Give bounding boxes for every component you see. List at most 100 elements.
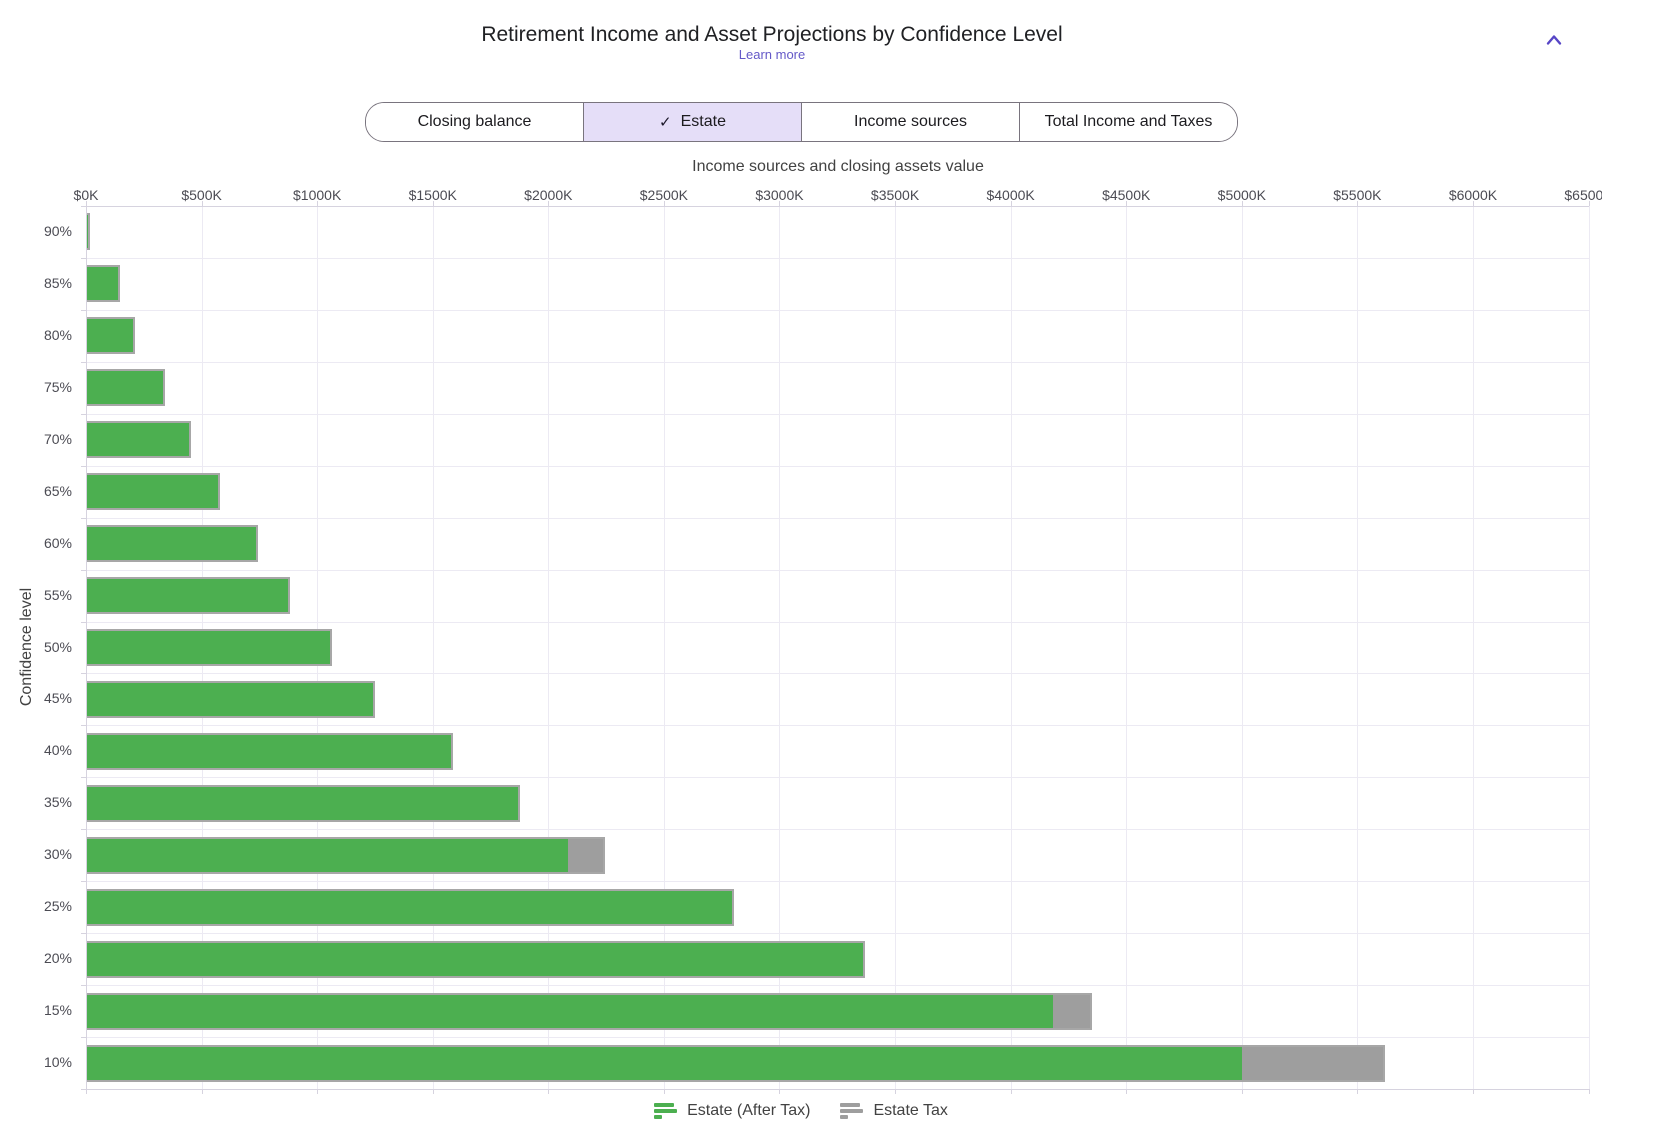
axis-tick-bottom	[1126, 1089, 1128, 1094]
estate-after-tax-segment[interactable]	[87, 1046, 1242, 1080]
estate-after-tax-segment[interactable]	[87, 942, 864, 976]
x-tick-label: $4500K	[1102, 187, 1151, 203]
axis-tick-top	[86, 201, 87, 206]
legend-icon-bar	[840, 1103, 861, 1107]
tab-label: Closing balance	[417, 113, 532, 130]
x-tick-label: $0K	[73, 187, 99, 203]
gridline-vertical	[1126, 206, 1128, 1089]
axis-tick-top	[1126, 201, 1128, 206]
axis-tick-top	[1588, 201, 1590, 206]
bar-row-10%[interactable]	[87, 1044, 1386, 1082]
bar-row-45%[interactable]	[87, 680, 376, 718]
axis-tick-top	[895, 201, 897, 206]
bar-row-75%[interactable]	[87, 369, 166, 407]
axis-tick-left	[81, 569, 86, 571]
axis-tick-bottom	[86, 1089, 87, 1094]
axis-tick-left	[81, 517, 86, 519]
bar-row-60%[interactable]	[87, 525, 259, 563]
gridline-horizontal	[86, 725, 1589, 727]
axis-tick-left	[81, 673, 86, 675]
estate-after-tax-segment[interactable]	[87, 734, 452, 768]
bar-row-25%[interactable]	[87, 888, 734, 926]
estate-after-tax-segment[interactable]	[87, 475, 219, 509]
y-tick-label: 15%	[43, 1002, 72, 1019]
bar-row-55%[interactable]	[87, 577, 291, 615]
x-tick-label: $1000K	[293, 187, 342, 203]
estate-after-tax-segment[interactable]	[87, 631, 330, 664]
axis-tick-left	[81, 725, 86, 727]
x-tick-label: $1500K	[408, 187, 457, 203]
estate-after-tax-segment[interactable]	[87, 371, 164, 405]
y-tick-label: 90%	[43, 223, 72, 239]
estate-tax-segment[interactable]	[1053, 994, 1091, 1028]
bar-row-65%[interactable]	[87, 473, 221, 511]
tab-income-sources[interactable]: Income sources	[801, 103, 1019, 141]
axis-tick-bottom	[548, 1089, 550, 1094]
bar-row-20%[interactable]	[87, 940, 866, 978]
y-tick-label: 70%	[43, 430, 72, 447]
axis-tick-left	[81, 1037, 86, 1039]
estate-after-tax-segment[interactable]	[87, 890, 732, 924]
gridline-vertical	[895, 206, 897, 1089]
gridline-vertical	[1241, 206, 1243, 1089]
tab-total-income-and-taxes[interactable]: Total Income and Taxes	[1019, 103, 1237, 141]
bar-row-30%[interactable]	[87, 836, 605, 874]
bar-series-icon	[840, 1103, 864, 1119]
axis-tick-bottom	[1472, 1089, 1474, 1094]
x-axis-line-top	[86, 206, 1589, 207]
tab-label: Estate	[680, 113, 726, 130]
y-tick-label: 50%	[43, 638, 72, 655]
plot-area	[81, 201, 1602, 1094]
axis-tick-bottom	[1588, 1089, 1590, 1094]
estate-after-tax-segment[interactable]	[87, 579, 289, 613]
axis-tick-top	[1241, 201, 1243, 206]
bar-row-85%[interactable]	[87, 265, 121, 303]
gridline-horizontal	[86, 361, 1589, 363]
gridline-vertical	[663, 206, 665, 1089]
bar-row-50%[interactable]	[87, 629, 332, 666]
estate-after-tax-segment[interactable]	[87, 527, 257, 561]
chart-legend: Estate (After Tax) Estate Tax	[0, 1095, 1602, 1127]
x-axis-title: Income sources and closing assets value	[692, 158, 984, 175]
bar-row-15%[interactable]	[87, 992, 1093, 1030]
estate-after-tax-segment[interactable]	[87, 994, 1054, 1028]
gridline-vertical	[1010, 206, 1012, 1089]
legend-item-estate-tax[interactable]: Estate Tax	[840, 1102, 948, 1120]
bar-row-40%[interactable]	[87, 732, 454, 770]
chevron-up-icon	[1546, 35, 1562, 45]
gridline-vertical	[432, 206, 434, 1089]
checkmark-icon: ✓	[659, 114, 672, 131]
y-tick-label: 45%	[43, 690, 72, 707]
bar-row-90%[interactable]	[87, 213, 91, 251]
estate-tax-segment[interactable]	[1241, 1046, 1384, 1080]
bar-row-35%[interactable]	[87, 784, 521, 822]
collapse-section-button[interactable]	[1541, 28, 1567, 52]
estate-after-tax-segment[interactable]	[87, 682, 374, 716]
estate-after-tax-segment[interactable]	[87, 319, 133, 353]
gridline-horizontal	[86, 673, 1589, 675]
x-tick-label: $6000K	[1448, 187, 1498, 203]
tab-closing-balance[interactable]: Closing balance	[366, 103, 583, 141]
axis-tick-left	[81, 985, 86, 987]
axis-tick-left	[81, 1089, 86, 1090]
bar-row-70%[interactable]	[87, 421, 191, 459]
gridline-horizontal	[86, 257, 1589, 259]
x-tick-label: $4000K	[986, 187, 1035, 203]
tab-estate[interactable]: ✓ Estate	[583, 103, 801, 141]
bar-row-80%[interactable]	[87, 317, 135, 355]
gridline-vertical	[1357, 206, 1359, 1089]
axis-tick-bottom	[1357, 1089, 1359, 1094]
chart-area: Income sources and closing assets value …	[0, 158, 1602, 1127]
estate-tax-segment[interactable]	[567, 838, 603, 872]
legend-item-estate-after-tax-[interactable]: Estate (After Tax)	[654, 1102, 810, 1120]
axis-tick-bottom	[779, 1089, 781, 1094]
estate-after-tax-segment[interactable]	[87, 786, 519, 820]
gridline-horizontal	[86, 829, 1589, 831]
learn-more-link[interactable]: Learn more	[738, 47, 806, 62]
legend-label: Estate Tax	[873, 1102, 948, 1119]
estate-after-tax-segment[interactable]	[87, 423, 189, 457]
estate-after-tax-segment[interactable]	[87, 215, 89, 249]
axis-tick-top	[548, 201, 550, 206]
estate-after-tax-segment[interactable]	[87, 838, 568, 872]
estate-after-tax-segment[interactable]	[87, 267, 119, 301]
